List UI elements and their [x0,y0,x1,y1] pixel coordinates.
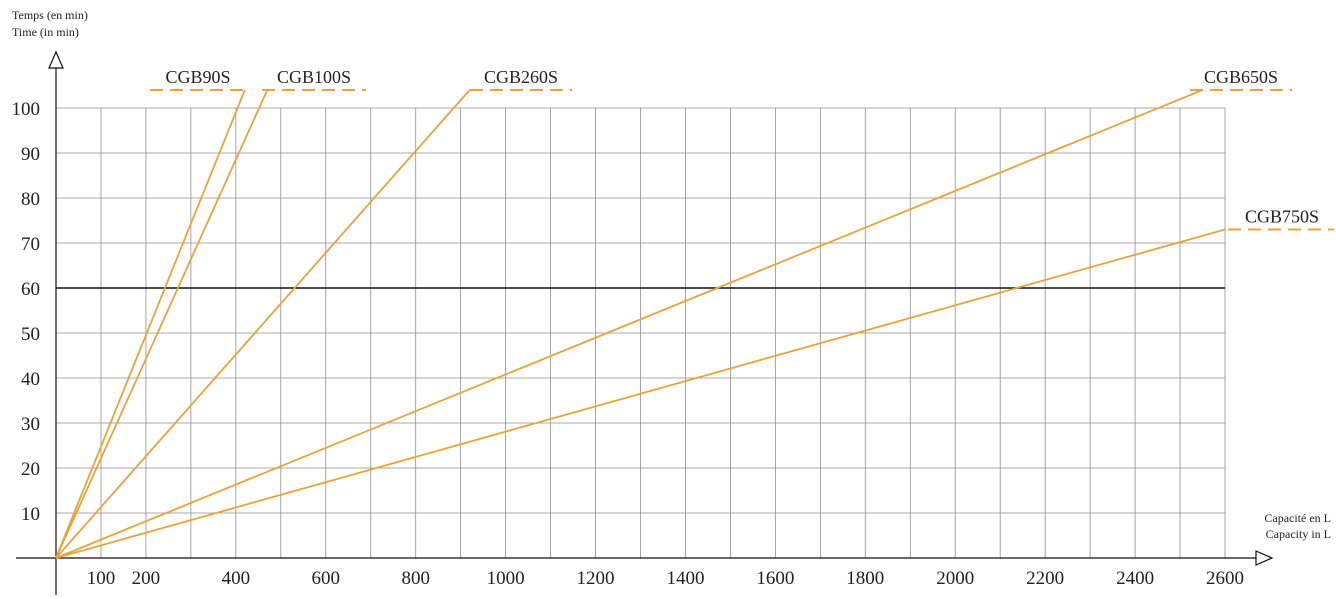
y-tick-label: 20 [21,459,40,480]
y-tick-label: 80 [21,189,40,210]
x-tick-label: 100 [87,568,116,589]
y-axis-title-en: Time (in min) [12,25,79,39]
x-axis-title-fr: Capacité en L [1264,511,1331,525]
x-tick-label: 1000 [487,568,525,589]
series-label-cgb100s: CGB100S [277,67,351,87]
x-tick-label: 1200 [577,568,615,589]
y-tick-label: 60 [21,279,40,300]
y-tick-label: 70 [21,234,40,255]
x-tick-label: 2200 [1026,568,1064,589]
x-axis-arrow-icon [1255,550,1274,566]
y-tick-label: 40 [21,369,40,390]
y-tick-label: 30 [21,414,40,435]
x-tick-label: 1400 [666,568,704,589]
x-tick-label: 400 [222,568,251,589]
x-tick-label: 1600 [756,568,794,589]
x-tick-label: 600 [312,568,341,589]
x-tick-label: 2000 [936,568,974,589]
series-label-cgb650s: CGB650S [1204,67,1278,87]
tick-labels: 10 20 30 40 50 60 70 80 90 100 100 200 400 600 800 1000… [12,99,1245,589]
x-tick-label: 2400 [1116,568,1154,589]
series-label-cgb90s: CGB90S [165,67,230,87]
x-tick-label: 200 [132,568,161,589]
x-axis-title-en: Capacity in L [1266,527,1331,541]
y-axis-title-fr: Temps (en min) [12,8,88,22]
series-line-cgb100s [55,89,269,559]
y-tick-label: 10 [21,504,40,525]
axis-titles: Temps (en min) Time (in min) Capacité en… [12,8,1331,541]
axes [16,50,1274,595]
y-tick-label: 100 [12,99,41,120]
x-tick-label: 2600 [1206,568,1244,589]
x-tick-label: 1800 [846,568,884,589]
series-label-cgb750s: CGB750S [1245,207,1319,227]
series-labels: CGB90S CGB100S CGB260S CGB650S CGB750S [150,67,1334,231]
y-axis-arrow-icon [48,50,64,69]
x-tick-label: 800 [401,568,430,589]
series-label-cgb260s: CGB260S [484,67,558,87]
y-tick-label: 90 [21,144,40,165]
y-tick-label: 50 [21,324,40,345]
series-lines [55,89,1226,559]
grid [56,107,1226,558]
series-line-cgb650s [55,89,1203,559]
series-line-cgb260s [55,89,471,559]
series-line-cgb90s [55,89,246,559]
series-line-cgb750s [55,228,1226,559]
